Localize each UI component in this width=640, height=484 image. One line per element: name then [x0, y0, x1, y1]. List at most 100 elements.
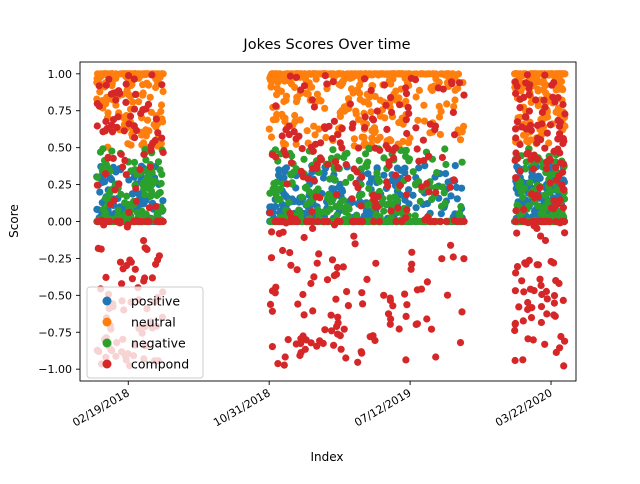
point-positive: [364, 170, 372, 178]
legend-marker-negative: [102, 338, 112, 348]
point-compond: [396, 101, 404, 109]
point-compond: [538, 290, 546, 299]
point-negative: [411, 212, 419, 220]
point-compond: [133, 126, 141, 135]
point-compond: [533, 139, 541, 147]
point-negative: [365, 184, 373, 193]
point-neutral: [159, 70, 167, 78]
point-compond: [279, 228, 287, 236]
point-positive: [458, 184, 466, 192]
point-compond: [392, 217, 400, 226]
point-compond: [328, 256, 337, 264]
point-negative: [123, 192, 131, 200]
point-neutral: [545, 139, 553, 147]
legend-label-neutral: neutral: [131, 315, 176, 330]
point-neutral: [269, 116, 277, 124]
point-compond: [372, 259, 380, 267]
point-negative: [339, 196, 348, 204]
point-neutral: [350, 135, 358, 143]
point-negative: [117, 190, 125, 198]
point-neutral: [338, 106, 346, 115]
point-neutral: [147, 108, 155, 116]
point-compond: [550, 79, 558, 87]
point-neutral: [321, 104, 329, 112]
point-compond: [554, 94, 562, 102]
point-neutral: [99, 70, 107, 78]
point-compond: [511, 217, 520, 226]
point-compond: [443, 217, 451, 226]
point-compond: [402, 312, 410, 320]
point-compond: [282, 151, 290, 159]
point-compond: [512, 149, 520, 157]
point-compond: [402, 90, 411, 98]
point-compond: [298, 145, 306, 153]
point-neutral: [352, 107, 360, 115]
point-compond: [518, 123, 526, 131]
point-compond: [141, 274, 149, 282]
point-compond: [520, 206, 528, 214]
point-compond: [358, 349, 366, 357]
point-compond: [559, 100, 567, 109]
point-neutral: [142, 126, 150, 134]
x-axis-label: Index: [310, 450, 343, 464]
point-compond: [124, 221, 132, 229]
point-compond: [516, 140, 524, 149]
point-compond: [412, 124, 420, 132]
point-compond: [412, 320, 420, 328]
point-compond: [533, 224, 541, 232]
point-compond: [525, 107, 534, 115]
point-compond: [309, 224, 317, 232]
point-neutral: [127, 141, 135, 149]
point-compond: [423, 278, 431, 286]
point-positive: [453, 195, 461, 203]
point-negative: [301, 184, 309, 192]
point-compond: [423, 315, 431, 323]
legend-marker-positive: [102, 296, 112, 306]
point-negative: [547, 188, 555, 196]
point-neutral: [291, 111, 299, 120]
point-compond: [511, 320, 519, 328]
point-compond: [277, 217, 285, 226]
point-compond: [119, 265, 127, 273]
point-compond: [424, 213, 432, 221]
point-neutral: [296, 116, 304, 124]
point-neutral: [143, 116, 152, 124]
point-compond: [524, 298, 532, 307]
point-compond: [455, 79, 464, 87]
point-neutral: [138, 131, 146, 139]
point-negative: [375, 177, 383, 186]
point-compond: [511, 78, 519, 86]
point-negative: [155, 189, 163, 197]
point-compond: [131, 265, 139, 273]
point-compond: [512, 207, 520, 215]
point-negative: [325, 190, 333, 198]
point-compond: [283, 180, 291, 188]
point-compond: [519, 317, 527, 325]
point-compond: [511, 326, 519, 335]
point-compond: [520, 288, 528, 296]
point-compond: [431, 126, 439, 134]
point-compond: [369, 116, 378, 124]
point-positive: [380, 171, 388, 179]
point-compond: [541, 103, 549, 111]
point-positive: [94, 206, 102, 214]
point-compond: [329, 78, 337, 86]
point-negative: [355, 157, 363, 165]
point-compond: [361, 113, 369, 121]
point-compond: [543, 295, 551, 303]
point-compond: [460, 91, 468, 99]
point-compond: [132, 184, 140, 193]
point-positive: [159, 197, 167, 205]
point-negative: [373, 211, 381, 219]
point-compond: [125, 120, 133, 128]
point-compond: [541, 236, 550, 245]
point-compond: [154, 256, 162, 264]
point-compond: [363, 275, 371, 283]
point-negative: [340, 153, 348, 162]
point-compond: [101, 127, 109, 135]
point-compond: [559, 296, 567, 304]
point-compond: [116, 258, 125, 266]
point-compond: [148, 71, 156, 79]
point-compond: [449, 253, 457, 261]
point-negative: [141, 191, 149, 199]
